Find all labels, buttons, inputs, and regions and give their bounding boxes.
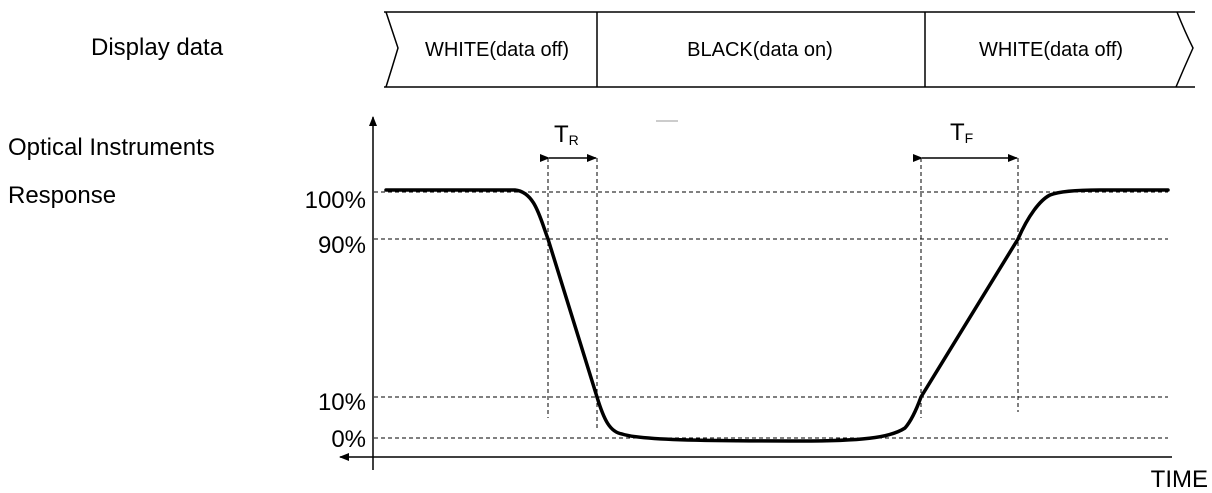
svg-text:TR: TR <box>554 121 579 148</box>
segment-black-on: BLACK(data on) <box>687 39 833 61</box>
segment-white-off-right: WHITE(data off) <box>979 39 1123 61</box>
rise-time-subscript: R <box>569 132 579 148</box>
response-curve <box>384 188 1170 443</box>
timing-lines <box>547 158 1019 430</box>
rise-time-marker: TR <box>540 121 597 162</box>
level-100-label: 100% <box>305 187 366 214</box>
display-data-bar: WHITE(data off) BLACK(data on) WHITE(dat… <box>384 11 1195 88</box>
fall-time-subscript: F <box>965 130 974 146</box>
time-axis-label: TIME <box>1151 466 1208 493</box>
rise-time-label: T <box>554 121 569 148</box>
optical-response-label-line1: Optical Instruments <box>8 134 215 161</box>
level-0-label: 0% <box>331 426 366 453</box>
reference-lines <box>374 191 1168 439</box>
segment-white-off-left: WHITE(data off) <box>425 39 569 61</box>
level-10-label: 10% <box>318 389 366 416</box>
fall-time-label: T <box>950 119 965 146</box>
level-90-label: 90% <box>318 232 366 259</box>
optical-response-label-line2: Response <box>8 182 116 209</box>
display-data-label: Display data <box>91 34 224 61</box>
svg-text:TF: TF <box>950 119 973 146</box>
fall-time-marker: TF <box>913 119 1018 162</box>
